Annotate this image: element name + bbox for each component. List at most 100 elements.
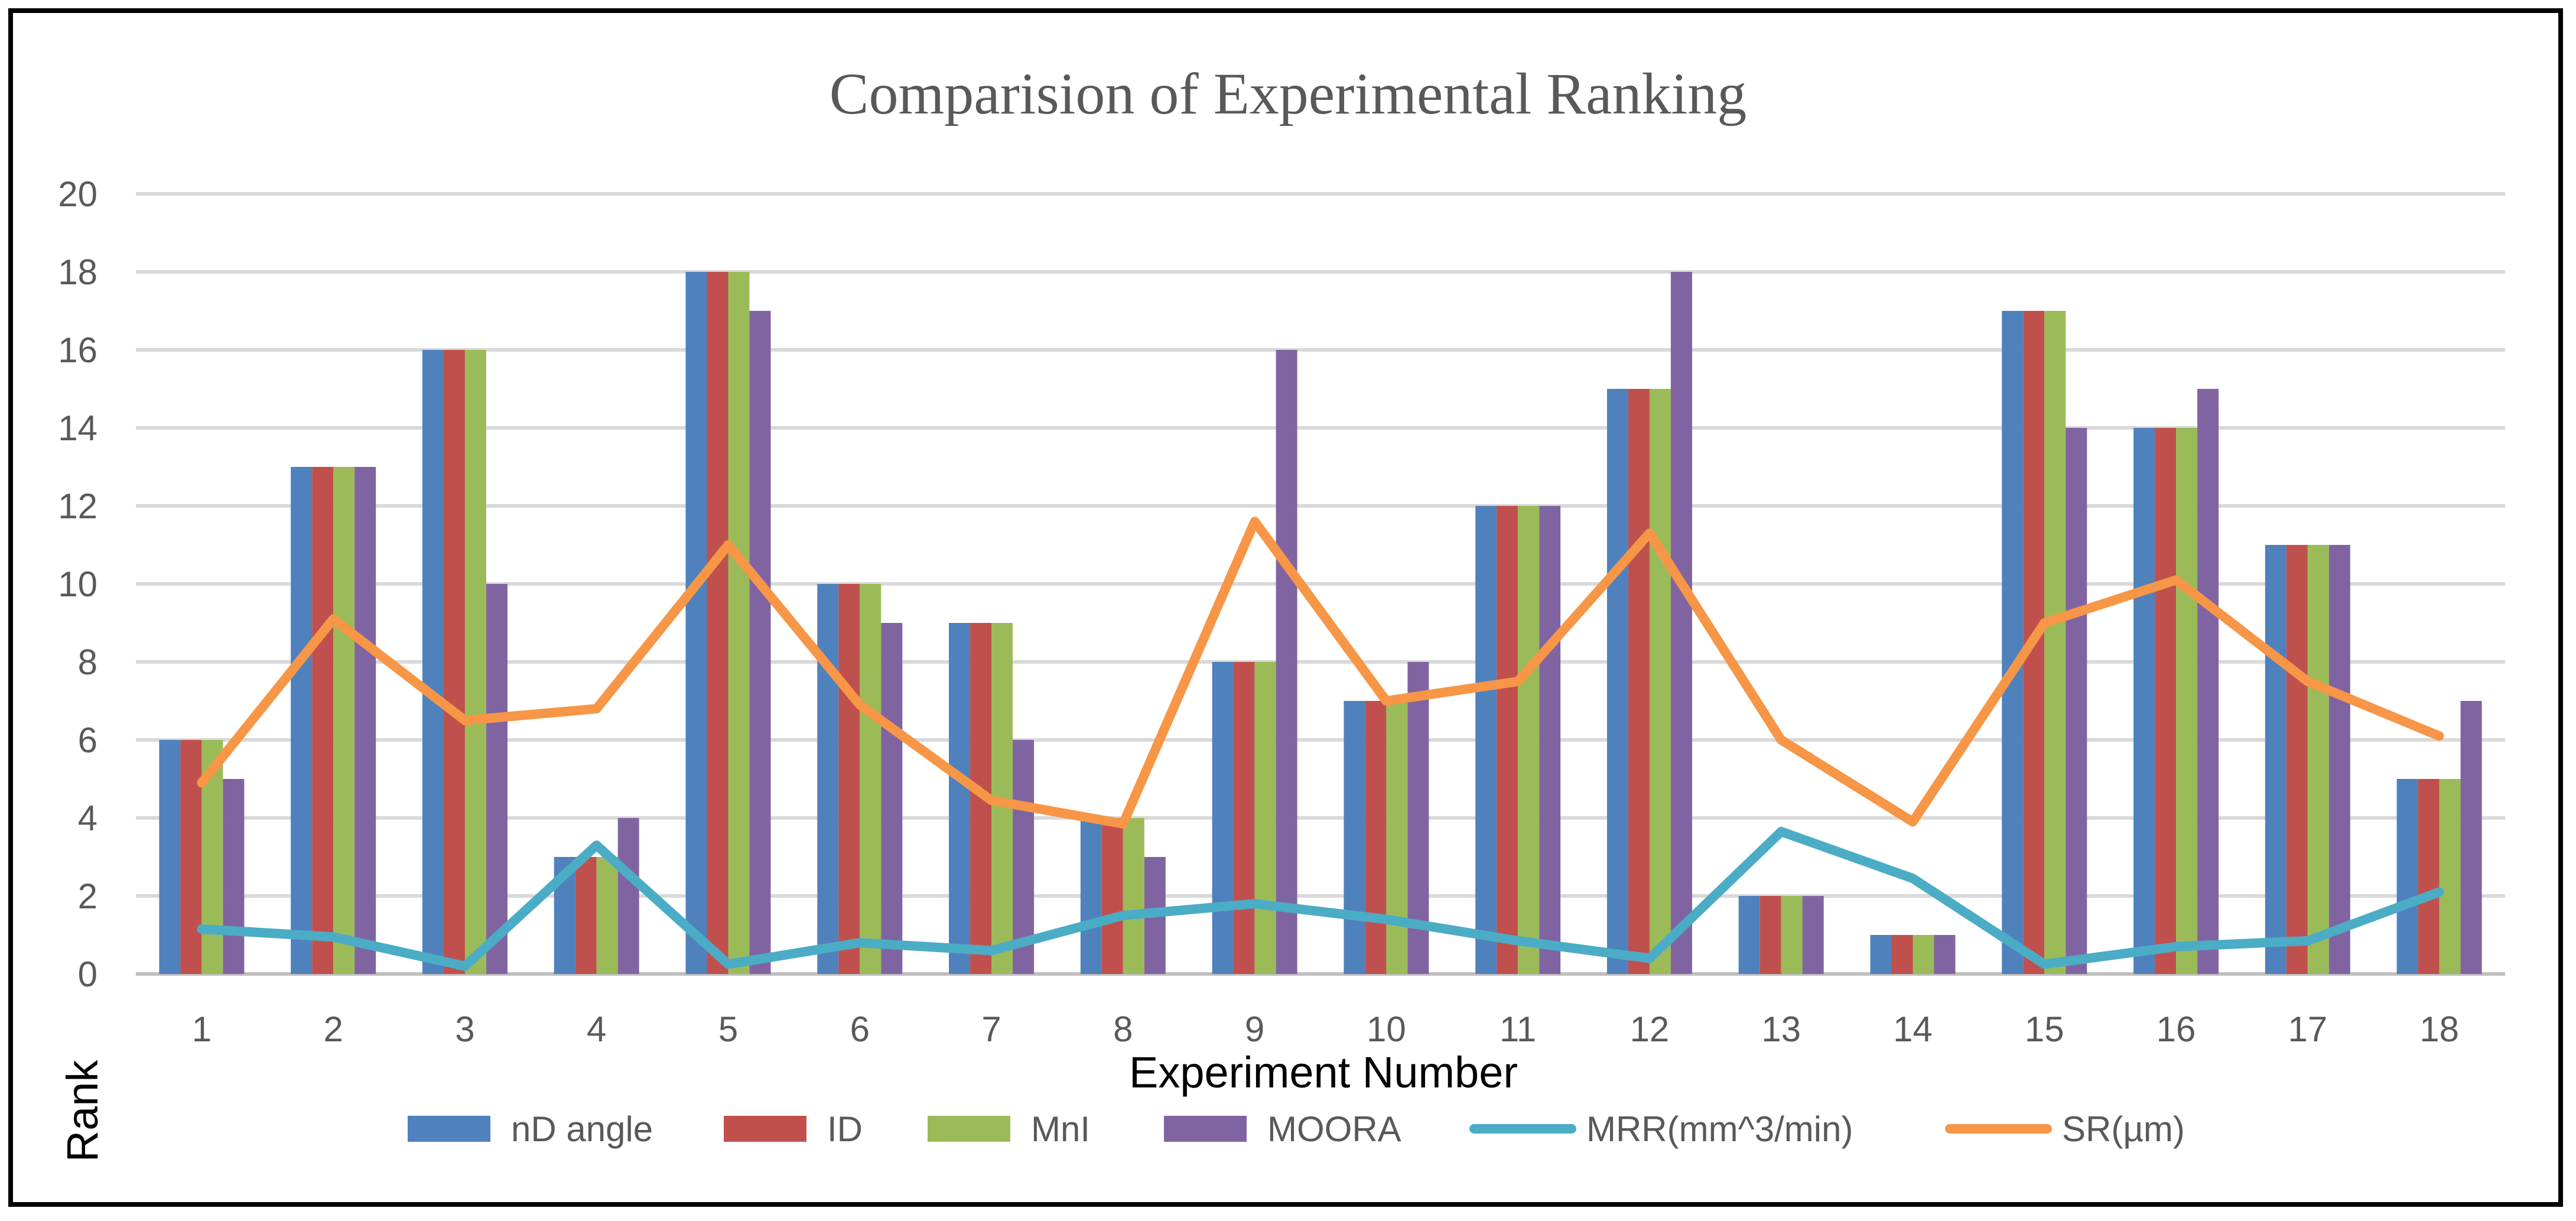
bar (817, 584, 839, 974)
bar (1891, 935, 1913, 974)
bar (291, 467, 313, 974)
bar (1212, 662, 1234, 974)
x-axis-title: Experiment Number (1129, 1048, 1518, 1097)
chart-title: Comparision of Experimental Ranking (830, 61, 1747, 126)
bar (2439, 779, 2461, 974)
x-tick-label: 13 (1761, 1009, 1801, 1049)
bar (1013, 740, 1035, 974)
bar (2265, 545, 2286, 974)
bar (1649, 389, 1671, 974)
y-axis-title: Rank (58, 1060, 107, 1162)
x-tick-label: 9 (1245, 1009, 1264, 1049)
bar (1539, 506, 1561, 974)
bar (707, 272, 728, 974)
bar (1738, 896, 1760, 974)
bar (1344, 701, 1365, 974)
bar (1606, 389, 1628, 974)
bar (685, 272, 707, 974)
x-tick-label: 2 (323, 1009, 343, 1049)
legend-label: MnI (1031, 1109, 1090, 1149)
bar (443, 350, 465, 974)
legend-swatch (408, 1116, 490, 1142)
y-tick-label: 12 (58, 486, 97, 526)
y-axis-ticks: 0 2 4 6 8 10 12 14 16 18 20 (58, 174, 97, 994)
bar (1254, 662, 1276, 974)
bar (223, 779, 245, 974)
x-tick-label: 12 (1630, 1009, 1670, 1049)
legend-label: MRR(mm^3/min) (1586, 1109, 1853, 1149)
y-tick-label: 16 (58, 330, 97, 370)
legend-swatch (1164, 1116, 1247, 1142)
x-tick-label: 15 (2025, 1009, 2064, 1049)
bar (1101, 818, 1123, 974)
bar (159, 740, 181, 974)
series-line (197, 827, 2444, 971)
bar (2460, 701, 2482, 974)
legend-label: ID (827, 1109, 863, 1149)
bar (1802, 896, 1824, 974)
bar (617, 818, 639, 974)
y-tick-label: 6 (78, 720, 97, 760)
bar (1934, 935, 1956, 974)
bar (422, 350, 444, 974)
x-tick-label: 8 (1113, 1009, 1133, 1049)
legend-label: SR(µm) (2062, 1109, 2185, 1149)
series-line (197, 517, 2444, 829)
bar (1233, 662, 1255, 974)
bar (464, 350, 486, 974)
bar (575, 857, 597, 974)
legend-label: MOORA (1267, 1109, 1401, 1149)
legend: nD angle ID MnI MOORA MRR(mm^3/min) SR(µm) (408, 1109, 2185, 1149)
y-tick-label: 10 (58, 564, 97, 604)
x-tick-label: 4 (587, 1009, 606, 1049)
bar (1475, 506, 1497, 974)
x-tick-label: 17 (2288, 1009, 2327, 1049)
legend-swatch (724, 1116, 806, 1142)
bar (1497, 506, 1518, 974)
bar (2328, 545, 2350, 974)
bar (949, 623, 971, 974)
bar (2197, 389, 2219, 974)
y-tick-label: 4 (78, 798, 97, 838)
bar (2044, 311, 2066, 974)
bar (2133, 428, 2155, 974)
x-tick-label: 7 (981, 1009, 1001, 1049)
x-tick-label: 16 (2157, 1009, 2196, 1049)
bar (2286, 545, 2308, 974)
bar (1870, 935, 1892, 974)
bar (312, 467, 334, 974)
bar (354, 467, 376, 974)
bar (838, 584, 860, 974)
bar (1759, 896, 1781, 974)
bar (1670, 272, 1692, 974)
bar (180, 740, 202, 974)
bar (486, 584, 508, 974)
bar (2002, 311, 2024, 974)
y-tick-label: 18 (58, 252, 97, 292)
x-tick-label: 6 (850, 1009, 870, 1049)
x-tick-label: 1 (192, 1009, 212, 1049)
bar (1080, 818, 1102, 974)
bar (333, 467, 355, 974)
bar (1518, 506, 1540, 974)
y-tick-label: 8 (78, 642, 97, 682)
bar (1123, 818, 1144, 974)
bar (2396, 779, 2418, 974)
y-tick-label: 0 (78, 954, 97, 994)
x-tick-label: 5 (718, 1009, 738, 1049)
bar (1628, 389, 1650, 974)
bar (1386, 701, 1408, 974)
y-tick-label: 20 (58, 174, 97, 214)
legend-label: nD angle (511, 1109, 653, 1149)
gridlines (136, 192, 2505, 976)
y-tick-label: 14 (58, 408, 97, 448)
x-tick-label: 18 (2419, 1009, 2459, 1049)
x-tick-label: 11 (1500, 1009, 1536, 1049)
legend-swatch (928, 1116, 1010, 1142)
bar (2176, 428, 2198, 974)
bar (1913, 935, 1934, 974)
bar (860, 584, 882, 974)
bar (881, 623, 903, 974)
bar (1276, 350, 1297, 974)
